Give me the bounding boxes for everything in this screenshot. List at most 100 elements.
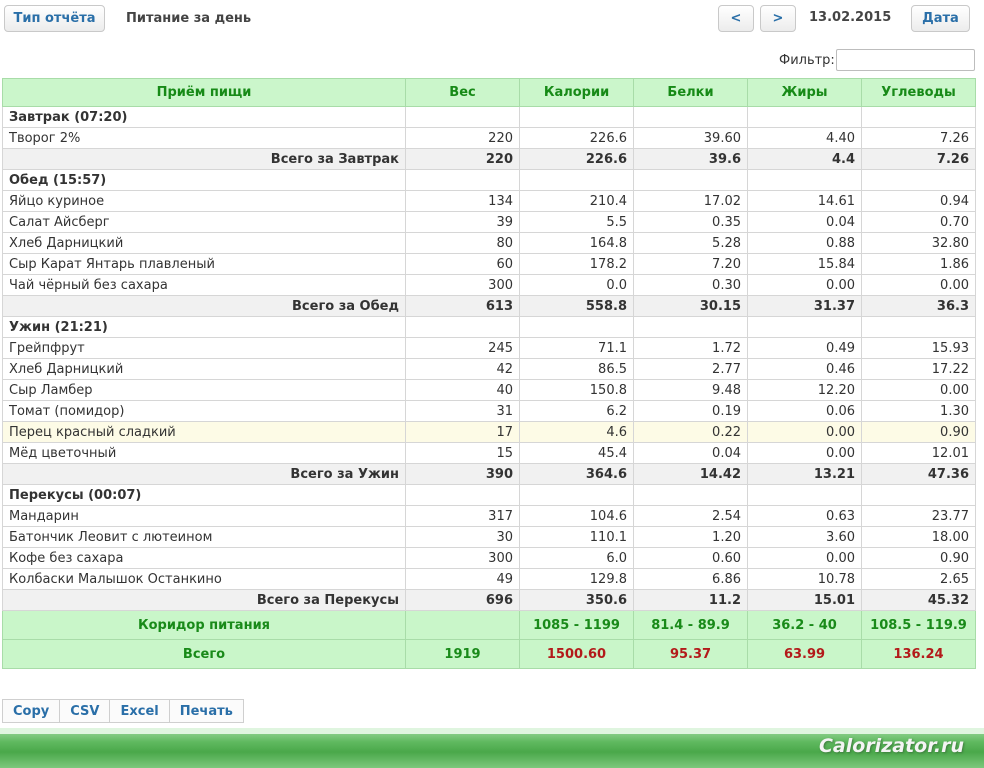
food-name-cell[interactable]: Кофе без сахара bbox=[2, 547, 406, 569]
meal-group-row: Обед (15:57) bbox=[2, 169, 976, 191]
proteins-cell: 11.2 bbox=[633, 589, 748, 611]
weight-cell: 245 bbox=[405, 337, 520, 359]
carbs-cell: 12.01 bbox=[861, 442, 976, 464]
weight-cell: 696 bbox=[405, 589, 520, 611]
table-row: Творог 2% 220 226.6 39.60 4.40 7.26 bbox=[2, 127, 976, 149]
meal-group-row: Завтрак (07:20) bbox=[2, 106, 976, 128]
table-row: Хлеб Дарницкий 80 164.8 5.28 0.88 32.80 bbox=[2, 232, 976, 254]
empty-cell bbox=[633, 484, 748, 506]
weight-cell: 300 bbox=[405, 274, 520, 296]
food-name-cell[interactable]: Колбаски Малышок Останкино bbox=[2, 568, 406, 590]
food-name-cell[interactable]: Яйцо куриное bbox=[2, 190, 406, 212]
table-body: Завтрак (07:20) Творог 2% 220 226.6 39.60 4.4… bbox=[2, 106, 976, 611]
report-type-button[interactable]: Тип отчёта bbox=[4, 5, 105, 32]
col-header-proteins[interactable]: Белки bbox=[633, 78, 748, 107]
subtotal-row: Всего за Перекусы 696 350.6 11.2 15.01 45.32 bbox=[2, 589, 976, 611]
corridor-calories: 1085 - 1199 bbox=[519, 610, 634, 640]
col-header-fats[interactable]: Жиры bbox=[747, 78, 862, 107]
food-name-cell[interactable]: Мандарин bbox=[2, 505, 406, 527]
empty-cell bbox=[861, 484, 976, 506]
food-name-cell[interactable]: Творог 2% bbox=[2, 127, 406, 149]
food-name-cell[interactable]: Перец красный сладкий bbox=[2, 421, 406, 443]
calories-cell: 0.0 bbox=[519, 274, 634, 296]
carbs-cell: 0.70 bbox=[861, 211, 976, 233]
food-name-cell[interactable]: Сыр Карат Янтарь плавленый bbox=[2, 253, 406, 275]
proteins-cell: 0.19 bbox=[633, 400, 748, 422]
calories-cell: 178.2 bbox=[519, 253, 634, 275]
food-name-cell[interactable]: Сыр Ламбер bbox=[2, 379, 406, 401]
total-row: Всего 1919 1500.60 95.37 63.99 136.24 bbox=[2, 639, 976, 669]
csv-button[interactable]: CSV bbox=[60, 699, 111, 723]
proteins-cell: 39.60 bbox=[633, 127, 748, 149]
fats-cell: 12.20 bbox=[747, 379, 862, 401]
empty-cell bbox=[747, 169, 862, 191]
proteins-cell: 14.42 bbox=[633, 463, 748, 485]
proteins-cell: 0.22 bbox=[633, 421, 748, 443]
table-row: Колбаски Малышок Останкино 49 129.8 6.86 10.… bbox=[2, 568, 976, 590]
filter-input[interactable] bbox=[836, 49, 975, 71]
meal-group-title: Завтрак (07:20) bbox=[2, 106, 406, 128]
total-label: Всего bbox=[2, 639, 406, 669]
weight-cell: 220 bbox=[405, 148, 520, 170]
proteins-cell: 0.35 bbox=[633, 211, 748, 233]
empty-cell bbox=[405, 106, 520, 128]
date-button[interactable]: Дата bbox=[911, 5, 970, 32]
col-header-carbs[interactable]: Углеводы bbox=[861, 78, 976, 107]
food-name-cell[interactable]: Томат (помидор) bbox=[2, 400, 406, 422]
meal-group-title: Ужин (21:21) bbox=[2, 316, 406, 338]
calories-cell: 6.2 bbox=[519, 400, 634, 422]
fats-cell: 10.78 bbox=[747, 568, 862, 590]
food-name-cell[interactable]: Грейпфрут bbox=[2, 337, 406, 359]
food-name-cell[interactable]: Чай чёрный без сахара bbox=[2, 274, 406, 296]
weight-cell: 30 bbox=[405, 526, 520, 548]
excel-button[interactable]: Excel bbox=[110, 699, 170, 723]
corridor-row: Коридор питания 1085 - 1199 81.4 - 89.9 … bbox=[2, 610, 976, 640]
food-name-cell[interactable]: Хлеб Дарницкий bbox=[2, 358, 406, 380]
col-header-weight[interactable]: Вес bbox=[405, 78, 520, 107]
subtotal-row: Всего за Завтрак 220 226.6 39.6 4.4 7.26 bbox=[2, 148, 976, 170]
total-carbs: 136.24 bbox=[861, 639, 976, 669]
calories-cell: 226.6 bbox=[519, 148, 634, 170]
empty-cell bbox=[633, 106, 748, 128]
subtotal-label: Всего за Ужин bbox=[2, 463, 406, 485]
food-name-cell[interactable]: Батончик Леовит с лютеином bbox=[2, 526, 406, 548]
calories-cell: 45.4 bbox=[519, 442, 634, 464]
carbs-cell: 0.00 bbox=[861, 379, 976, 401]
corridor-fats: 36.2 - 40 bbox=[747, 610, 862, 640]
prev-date-button[interactable]: < bbox=[718, 5, 754, 32]
table-row: Томат (помидор) 31 6.2 0.19 0.06 1.30 bbox=[2, 400, 976, 422]
copy-button[interactable]: Copy bbox=[2, 699, 61, 723]
carbs-cell: 18.00 bbox=[861, 526, 976, 548]
col-header-calories[interactable]: Калории bbox=[519, 78, 634, 107]
empty-cell bbox=[519, 169, 634, 191]
calories-cell: 558.8 bbox=[519, 295, 634, 317]
meal-group-row: Ужин (21:21) bbox=[2, 316, 976, 338]
weight-cell: 613 bbox=[405, 295, 520, 317]
col-header-meal[interactable]: Приём пищи bbox=[2, 78, 406, 107]
food-name-cell[interactable]: Хлеб Дарницкий bbox=[2, 232, 406, 254]
calories-cell: 86.5 bbox=[519, 358, 634, 380]
carbs-cell: 1.30 bbox=[861, 400, 976, 422]
proteins-cell: 17.02 bbox=[633, 190, 748, 212]
food-name-cell[interactable]: Салат Айсберг bbox=[2, 211, 406, 233]
proteins-cell: 2.77 bbox=[633, 358, 748, 380]
carbs-cell: 47.36 bbox=[861, 463, 976, 485]
fats-cell: 13.21 bbox=[747, 463, 862, 485]
empty-cell bbox=[633, 316, 748, 338]
corridor-label: Коридор питания bbox=[2, 610, 406, 640]
empty-cell bbox=[747, 484, 862, 506]
weight-cell: 31 bbox=[405, 400, 520, 422]
calories-cell: 164.8 bbox=[519, 232, 634, 254]
weight-cell: 60 bbox=[405, 253, 520, 275]
calories-cell: 226.6 bbox=[519, 127, 634, 149]
weight-cell: 39 bbox=[405, 211, 520, 233]
proteins-cell: 6.86 bbox=[633, 568, 748, 590]
next-date-button[interactable]: > bbox=[760, 5, 796, 32]
current-date: 13.02.2015 bbox=[809, 10, 892, 25]
carbs-cell: 1.86 bbox=[861, 253, 976, 275]
weight-cell: 390 bbox=[405, 463, 520, 485]
fats-cell: 15.01 bbox=[747, 589, 862, 611]
print-button[interactable]: Печать bbox=[169, 699, 244, 723]
food-name-cell[interactable]: Мёд цветочный bbox=[2, 442, 406, 464]
table-header-row: Приём пищи Вес Калории Белки Жиры Углево… bbox=[2, 78, 976, 107]
